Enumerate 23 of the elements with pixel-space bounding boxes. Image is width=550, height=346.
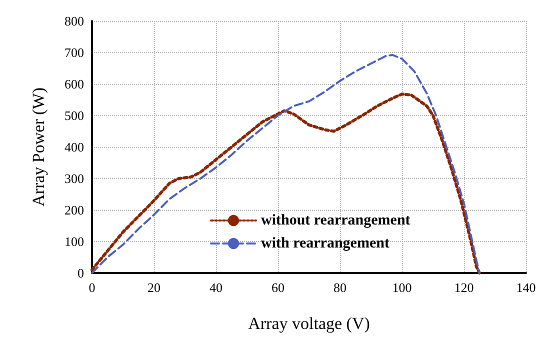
x-tick-label: 60	[272, 280, 284, 295]
y-tick-label: 200	[64, 202, 84, 218]
line-series	[91, 54, 480, 274]
legend-label: with rearrangement	[261, 236, 390, 252]
y-tick-label: 100	[64, 234, 84, 249]
x-tick-label: 140	[516, 280, 536, 295]
x-tick-label: 80	[334, 280, 346, 295]
y-tick-label: 500	[64, 108, 84, 123]
y-tick-label: 300	[64, 171, 84, 186]
x-tick-label: 120	[454, 280, 474, 295]
x-tick-label: 20	[148, 280, 160, 295]
y-axis-title: Array Power (W)	[29, 88, 48, 206]
y-tick-label: 600	[64, 76, 84, 92]
x-tick-label: 0	[88, 280, 96, 295]
x-tick-label: 40	[210, 280, 222, 295]
y-tick-label: 800	[64, 14, 84, 28]
legend-label: without rearrangement	[261, 212, 410, 228]
y-tick-label: 400	[64, 140, 84, 154]
y-tick-label: 0	[78, 266, 84, 280]
x-tick-label: 100	[392, 280, 412, 295]
x-axis-title: Array voltage (V)	[248, 314, 370, 333]
line-series	[90, 92, 481, 274]
y-tick-label: 700	[64, 45, 84, 60]
